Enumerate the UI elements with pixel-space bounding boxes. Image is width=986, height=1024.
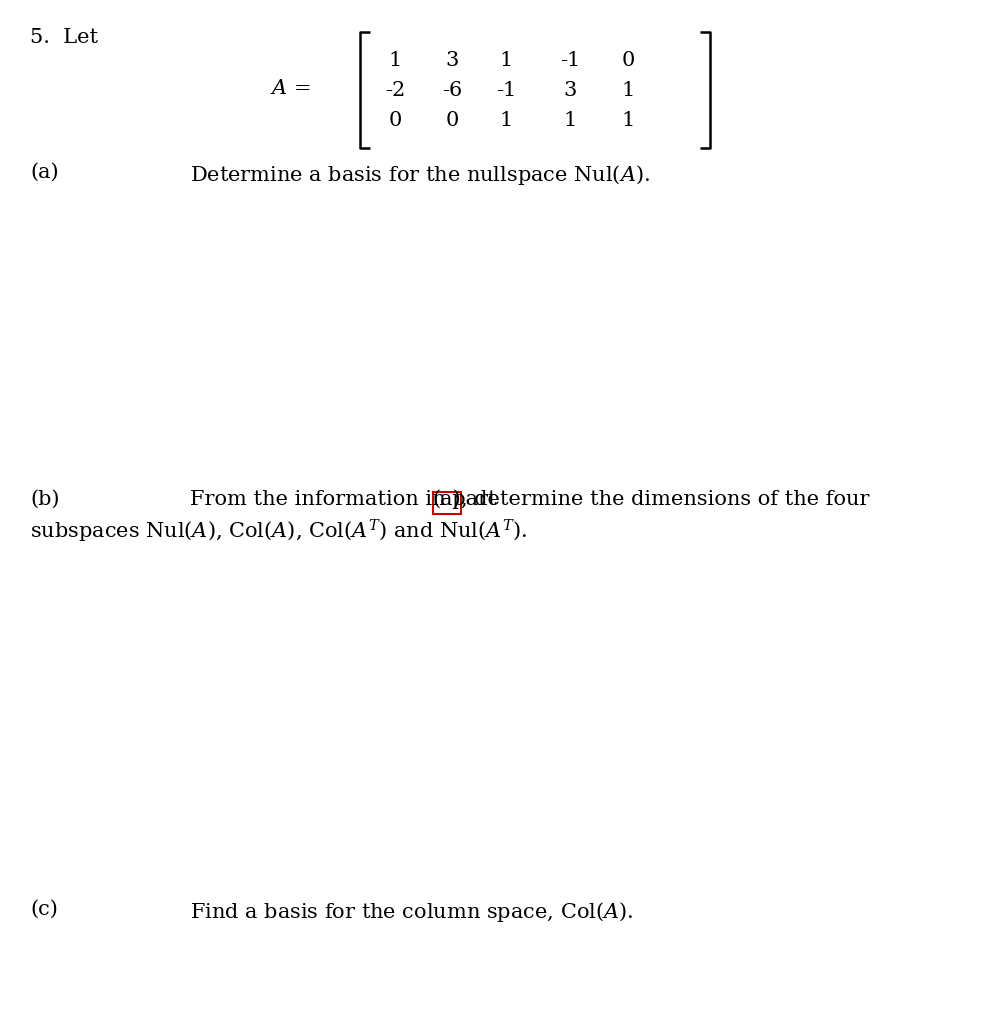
Text: -2: -2 xyxy=(385,81,405,99)
Bar xyxy=(433,492,461,514)
Text: Determine a basis for the nullspace Nul($A$).: Determine a basis for the nullspace Nul(… xyxy=(190,163,650,187)
Text: (a): (a) xyxy=(433,490,461,509)
Text: 1: 1 xyxy=(388,50,401,70)
Text: 3: 3 xyxy=(446,50,458,70)
Text: From the information in part: From the information in part xyxy=(190,490,503,509)
Text: 1: 1 xyxy=(621,81,635,99)
Text: (c): (c) xyxy=(30,900,58,919)
Text: 3: 3 xyxy=(563,81,577,99)
Text: 0: 0 xyxy=(388,111,401,129)
Text: -6: -6 xyxy=(442,81,462,99)
Text: subspaces Nul($A$), Col($A$), Col($A^T$) and Nul($A^T$).: subspaces Nul($A$), Col($A$), Col($A^T$)… xyxy=(30,518,528,545)
Text: 5.  Let: 5. Let xyxy=(30,28,99,47)
Text: 0: 0 xyxy=(446,111,458,129)
Text: -1: -1 xyxy=(560,50,580,70)
Text: -1: -1 xyxy=(496,81,517,99)
Text: 1: 1 xyxy=(499,111,513,129)
Text: 1: 1 xyxy=(621,111,635,129)
Text: $A\,=$: $A\,=$ xyxy=(270,79,312,97)
Text: 1: 1 xyxy=(499,50,513,70)
Text: 0: 0 xyxy=(621,50,635,70)
Text: (a): (a) xyxy=(30,163,58,182)
Text: (b): (b) xyxy=(30,490,59,509)
Text: 1: 1 xyxy=(563,111,577,129)
Text: , determine the dimensions of the four: , determine the dimensions of the four xyxy=(461,490,870,509)
Text: Find a basis for the column space, Col($A$).: Find a basis for the column space, Col($… xyxy=(190,900,633,924)
